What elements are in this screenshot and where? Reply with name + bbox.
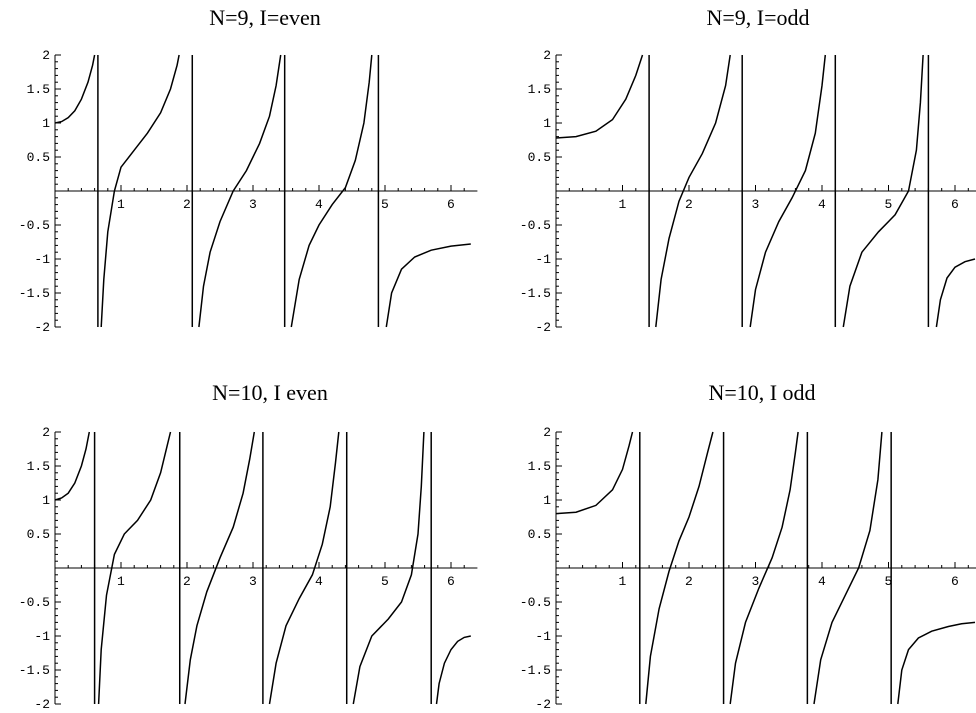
y-tick-label: 2 xyxy=(543,425,551,440)
x-tick-label: 4 xyxy=(818,574,826,589)
panel-n10-i-odd: N=10, I odd 2 1.5 1 0.5 -0.5 -1 -1.5 -2 1 2 3 4 5 6 xyxy=(520,380,976,712)
x-tick-label: 5 xyxy=(381,574,389,589)
series-branch xyxy=(813,431,883,705)
y-tick-label: -0.5 xyxy=(19,218,50,233)
series-branch xyxy=(54,54,96,124)
y-tick-label: -1 xyxy=(34,252,50,267)
series-branch xyxy=(555,54,644,139)
panel-title: N=9, I=odd xyxy=(706,5,809,30)
y-tick-label: 1.5 xyxy=(27,459,50,474)
y-tick-label: -1 xyxy=(34,629,50,644)
y-tick-label: -2 xyxy=(535,697,551,712)
x-tick-label: 2 xyxy=(183,574,191,589)
x-tick-label: 3 xyxy=(249,197,257,212)
y-tick-label: 1 xyxy=(42,116,50,131)
x-tick-label: 6 xyxy=(951,574,959,589)
series-branch xyxy=(385,243,471,328)
x-tick-label: 2 xyxy=(685,197,693,212)
panel-title: N=10, I even xyxy=(212,380,328,405)
y-tick-label: 2 xyxy=(543,48,551,63)
y-tick-label: -1.5 xyxy=(19,286,50,301)
y-tick-label: 1 xyxy=(42,493,50,508)
y-tick-label: -1 xyxy=(535,629,551,644)
x-tick-label: 6 xyxy=(447,197,455,212)
series-branch xyxy=(198,54,282,328)
x-tick-label: 4 xyxy=(315,197,323,212)
series-branch xyxy=(100,54,180,328)
series-branch xyxy=(352,431,425,705)
series-branch xyxy=(435,635,471,705)
series-branch xyxy=(290,54,373,328)
panel-n9-i-odd: N=9, I=odd 2 1.5 1 0.5 -0.5 -1 -1.5 -2 1 2 3 4 5 6 xyxy=(520,5,976,335)
y-tick-label: 0.5 xyxy=(528,150,551,165)
x-tick-label: 6 xyxy=(447,574,455,589)
y-tick-label: 1 xyxy=(543,493,551,508)
series-branch xyxy=(729,431,799,705)
y-tick-label: -2 xyxy=(34,320,50,335)
series-branch xyxy=(655,54,731,328)
x-tick-label: 6 xyxy=(951,197,959,212)
y-tick-label: 0.5 xyxy=(27,527,50,542)
series-branch xyxy=(935,258,976,328)
x-tick-label: 1 xyxy=(117,197,125,212)
panel-title: N=10, I odd xyxy=(708,380,815,405)
x-tick-label: 1 xyxy=(117,574,125,589)
y-tick-label: -2 xyxy=(34,697,50,712)
y-tick-label: -1.5 xyxy=(520,663,551,678)
x-tick-label: 5 xyxy=(885,574,893,589)
x-tick-label: 1 xyxy=(619,574,627,589)
x-tick-label: 2 xyxy=(685,574,693,589)
x-tick-label: 5 xyxy=(381,197,389,212)
y-tick-label: 0.5 xyxy=(528,527,551,542)
y-tick-label: -1 xyxy=(535,252,551,267)
y-tick-label: 0.5 xyxy=(27,150,50,165)
series-branch xyxy=(897,621,976,705)
x-tick-label: 4 xyxy=(315,574,323,589)
series-branch xyxy=(54,431,91,501)
y-tick-label: -1.5 xyxy=(19,663,50,678)
x-tick-label: 3 xyxy=(752,197,760,212)
y-tick-label: -2 xyxy=(535,320,551,335)
x-tick-label: 5 xyxy=(885,197,893,212)
x-tick-label: 1 xyxy=(619,197,627,212)
series-branch xyxy=(97,431,172,705)
x-tick-label: 3 xyxy=(249,574,257,589)
y-tick-label: 1.5 xyxy=(528,82,551,97)
series-branch xyxy=(268,431,340,705)
panel-n10-i-even: N=10, I even 2 1.5 1 0.5 -0.5 -1 -1.5 -2 1 2 3 4 5 6 xyxy=(19,380,478,712)
series-branch xyxy=(645,431,714,705)
y-tick-label: 1.5 xyxy=(528,459,551,474)
panel-title: N=9, I=even xyxy=(209,5,321,30)
y-tick-label: 2 xyxy=(42,425,50,440)
y-tick-label: -0.5 xyxy=(19,595,50,610)
panel-n9-i-even: N=9, I=even 2 1.5 1 0.5 -0.5 -1 -1.5 -2 1 2 3 4 5 6 xyxy=(19,5,478,335)
y-tick-label: 1 xyxy=(543,116,551,131)
x-tick-label: 4 xyxy=(818,197,826,212)
series-branch xyxy=(184,431,256,705)
y-tick-label: -0.5 xyxy=(520,595,551,610)
series-branch xyxy=(842,54,924,328)
x-tick-label: 2 xyxy=(183,197,191,212)
y-tick-label: 2 xyxy=(42,48,50,63)
y-tick-label: -1.5 xyxy=(520,286,551,301)
y-tick-label: -0.5 xyxy=(520,218,551,233)
series-branch xyxy=(555,431,634,515)
x-tick-label: 3 xyxy=(752,574,760,589)
y-tick-label: 1.5 xyxy=(27,82,50,97)
series-branch xyxy=(749,54,827,328)
